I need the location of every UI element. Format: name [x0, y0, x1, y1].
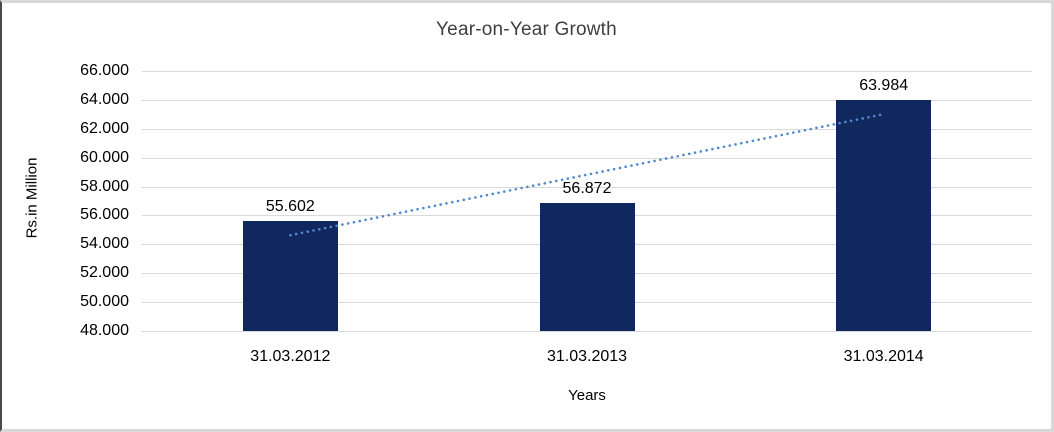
- y-tick-label: 50.000: [80, 293, 129, 311]
- gridline: [142, 71, 1032, 72]
- bar-value-label: 56.872: [562, 179, 612, 197]
- chart-title: Year-on-Year Growth: [436, 19, 617, 40]
- y-tick-label: 54.000: [80, 235, 129, 253]
- bar-value-label: 55.602: [265, 198, 315, 216]
- x-tick-label: 31.03.2014: [843, 348, 924, 365]
- y-tick-label: 56.000: [80, 206, 129, 224]
- y-tick-label: 60.000: [80, 148, 129, 166]
- y-tick-label: 52.000: [80, 264, 129, 282]
- gridline: [142, 331, 1032, 332]
- bar: [836, 100, 932, 331]
- bar: [242, 221, 338, 331]
- y-tick-label: 62.000: [80, 119, 129, 137]
- y-tick-label: 66.000: [80, 62, 129, 79]
- x-tick-label: 31.03.2013: [546, 348, 628, 365]
- bar-value-label: 63.984: [859, 77, 909, 95]
- x-axis-title: Years: [568, 387, 606, 404]
- y-tick-label: 48.000: [80, 322, 129, 339]
- plot-area: 66.000 64.000 62.000 60.000 58.000 56.000 54.0…: [2, 3, 1051, 429]
- y-tick-label: 64.000: [80, 90, 129, 108]
- y-tick-label: 58.000: [80, 177, 129, 195]
- x-tick-label: 31.03.2012: [250, 348, 331, 365]
- gridline: [142, 99, 1032, 101]
- bar: [539, 202, 635, 331]
